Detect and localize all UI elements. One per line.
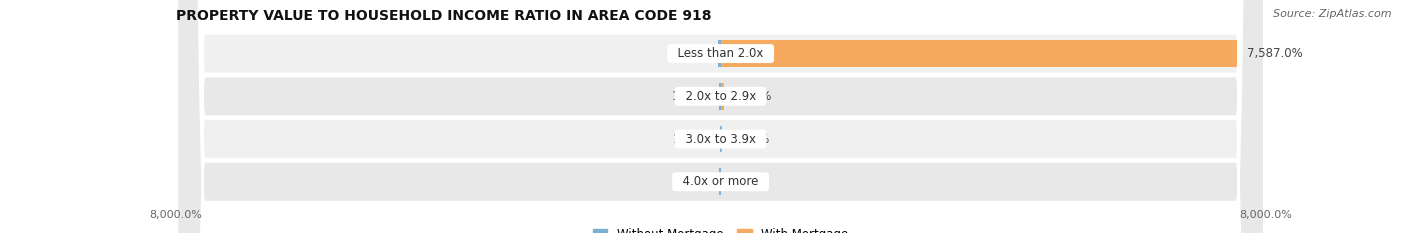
Text: Source: ZipAtlas.com: Source: ZipAtlas.com [1274, 9, 1392, 19]
FancyBboxPatch shape [177, 0, 1264, 233]
Bar [721, 40, 1237, 67]
FancyBboxPatch shape [177, 0, 1264, 233]
Text: 27.8%: 27.8% [671, 175, 709, 188]
Text: 42.6%: 42.6% [671, 47, 707, 60]
Bar [717, 40, 721, 67]
Bar [718, 168, 721, 195]
FancyBboxPatch shape [177, 0, 1264, 233]
Text: 47.6%: 47.6% [734, 90, 772, 103]
Text: 11.1%: 11.1% [731, 175, 769, 188]
Text: 3.0x to 3.9x: 3.0x to 3.9x [678, 133, 763, 146]
Text: 2.0x to 2.9x: 2.0x to 2.9x [678, 90, 763, 103]
Text: 10.8%: 10.8% [672, 133, 710, 146]
Bar [721, 83, 724, 110]
Text: 7,587.0%: 7,587.0% [1247, 47, 1303, 60]
FancyBboxPatch shape [177, 0, 1264, 233]
Text: 23.7%: 23.7% [733, 133, 769, 146]
Text: Less than 2.0x: Less than 2.0x [671, 47, 770, 60]
Legend: Without Mortgage, With Mortgage: Without Mortgage, With Mortgage [593, 228, 848, 233]
Text: 17.0%: 17.0% [672, 90, 709, 103]
Text: PROPERTY VALUE TO HOUSEHOLD INCOME RATIO IN AREA CODE 918: PROPERTY VALUE TO HOUSEHOLD INCOME RATIO… [176, 9, 711, 23]
Bar [721, 126, 723, 152]
Text: 4.0x or more: 4.0x or more [675, 175, 766, 188]
